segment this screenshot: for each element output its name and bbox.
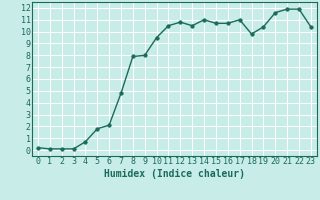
X-axis label: Humidex (Indice chaleur): Humidex (Indice chaleur) (104, 169, 245, 179)
